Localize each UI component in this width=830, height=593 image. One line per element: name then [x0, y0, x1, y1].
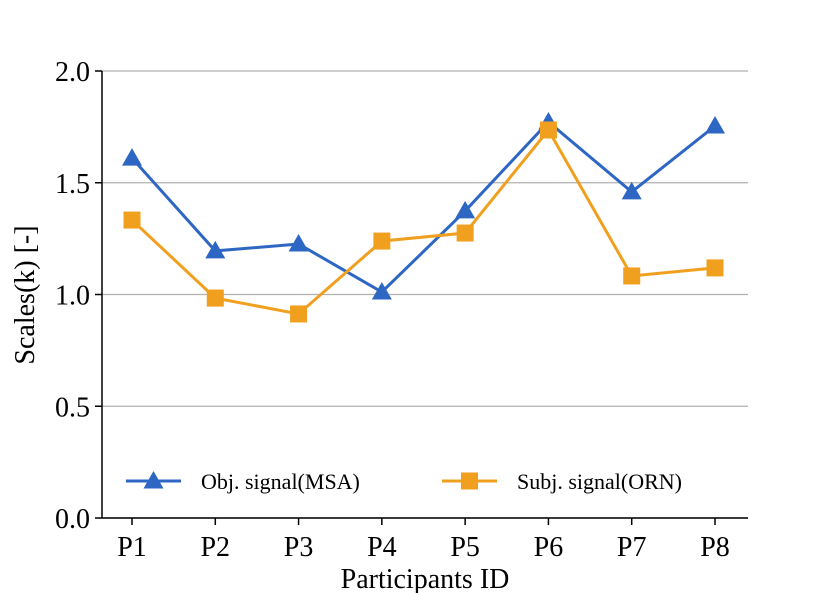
x-tick-label: P3 — [284, 532, 314, 563]
marker-triangle — [122, 148, 142, 166]
x-tick-label: P1 — [117, 532, 147, 563]
marker-square — [373, 232, 391, 250]
marker-triangle — [705, 115, 725, 134]
marker-square — [206, 289, 224, 307]
x-tick-label: P7 — [617, 532, 647, 563]
marker-square — [539, 121, 557, 139]
marker-triangle — [288, 233, 309, 252]
marker-square — [290, 305, 308, 323]
marker-square — [456, 224, 474, 242]
y-axis-label: Scales(k) [-] — [10, 225, 41, 364]
marker-triangle — [621, 181, 642, 200]
legend-label: Subj. signal(ORN) — [517, 469, 682, 494]
y-tick-label: 0.0 — [55, 504, 90, 535]
y-tick-label: 1.0 — [55, 281, 90, 312]
marker-square — [461, 472, 478, 490]
series-line — [130, 119, 716, 294]
x-tick-label: P6 — [534, 532, 564, 563]
y-tick-label: 1.5 — [55, 169, 90, 200]
y-tick-label: 2.0 — [55, 57, 90, 88]
x-tick-label: P5 — [450, 532, 480, 563]
marker-triangle — [371, 282, 392, 300]
x-axis-label: Participants ID — [341, 564, 510, 593]
marker-triangle — [205, 240, 226, 259]
x-tick-label: P8 — [700, 532, 730, 563]
x-tick-label: P4 — [367, 532, 397, 563]
marker-triangle — [143, 471, 164, 489]
marker-square — [706, 259, 724, 277]
y-tick-label: 0.5 — [55, 392, 90, 423]
marker-square — [123, 211, 141, 229]
marker-triangle — [455, 200, 476, 219]
marker-square — [623, 267, 641, 285]
series-line — [130, 127, 716, 316]
x-tick-label: P2 — [200, 532, 230, 563]
legend-label: Obj. signal(MSA) — [201, 469, 360, 494]
